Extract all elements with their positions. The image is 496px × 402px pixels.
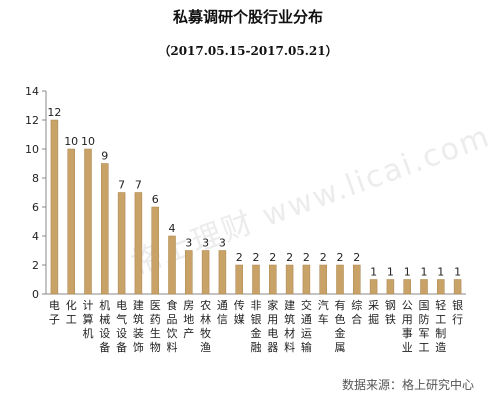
category-label: 通信 bbox=[217, 299, 228, 326]
category-label: 有色金属 bbox=[335, 298, 346, 354]
chart-title: 私募调研个股行业分布 bbox=[172, 8, 323, 26]
category-label: 公用事业 bbox=[402, 299, 413, 354]
bar bbox=[252, 264, 260, 295]
category-label: 非银金融 bbox=[251, 299, 262, 354]
data-label: 2 bbox=[320, 251, 327, 264]
category-label: 传媒 bbox=[234, 299, 245, 326]
category-label: 食品饮料 bbox=[167, 298, 178, 354]
bar bbox=[235, 264, 243, 295]
data-label: 7 bbox=[135, 179, 142, 192]
data-label: 7 bbox=[118, 179, 125, 192]
y-tick-label: 12 bbox=[25, 114, 39, 127]
data-label: 1 bbox=[454, 266, 461, 279]
bar bbox=[101, 163, 109, 295]
category-label: 综合 bbox=[351, 298, 362, 326]
data-label: 10 bbox=[81, 135, 95, 148]
category-label: 银行 bbox=[452, 298, 463, 326]
data-label: 4 bbox=[169, 222, 176, 235]
bar bbox=[117, 192, 126, 295]
bar bbox=[369, 279, 378, 295]
data-label: 2 bbox=[253, 251, 260, 264]
y-tick-label: 0 bbox=[32, 288, 39, 301]
bar bbox=[84, 148, 92, 295]
category-label: 钢铁 bbox=[385, 299, 396, 326]
data-label: 12 bbox=[47, 106, 61, 119]
category-label: 计算机 bbox=[83, 299, 94, 340]
bar bbox=[353, 264, 361, 295]
data-label: 10 bbox=[64, 135, 78, 148]
data-label: 1 bbox=[387, 266, 394, 279]
bar bbox=[50, 119, 59, 295]
data-label: 1 bbox=[437, 266, 444, 279]
data-label: 1 bbox=[370, 266, 377, 279]
bar bbox=[151, 206, 159, 295]
bar bbox=[185, 250, 193, 295]
bar bbox=[437, 279, 445, 295]
y-tick-label: 10 bbox=[25, 143, 39, 156]
bar bbox=[285, 264, 294, 295]
bar bbox=[218, 250, 227, 295]
category-label: 汽车 bbox=[318, 298, 329, 326]
bar bbox=[67, 148, 75, 295]
data-label: 1 bbox=[404, 266, 411, 279]
category-label: 采掘 bbox=[368, 299, 379, 326]
category-label: 机械设备 bbox=[99, 298, 110, 354]
category-label: 医药生物 bbox=[150, 299, 161, 354]
category-label: 家用电器 bbox=[267, 298, 278, 354]
bar bbox=[168, 235, 176, 295]
data-label: 2 bbox=[353, 251, 360, 264]
data-source: 数据来源：格上研究中心 bbox=[341, 378, 474, 392]
data-label: 3 bbox=[219, 237, 226, 250]
bar bbox=[134, 192, 143, 295]
data-label: 2 bbox=[286, 251, 293, 264]
bar bbox=[453, 279, 462, 295]
y-tick-label: 4 bbox=[32, 230, 39, 243]
category-label: 电子 bbox=[49, 299, 60, 326]
chart-subtitle: （2017.05.15-2017.05.21） bbox=[158, 44, 338, 58]
category-label: 电气设备 bbox=[116, 299, 127, 354]
bar bbox=[336, 264, 344, 295]
category-label: 建筑装饰 bbox=[133, 298, 144, 354]
category-label: 交通运输 bbox=[301, 298, 312, 354]
data-label: 1 bbox=[421, 266, 428, 279]
category-label: 国防军工 bbox=[419, 299, 430, 354]
category-label: 房地产 bbox=[183, 299, 194, 340]
bar bbox=[403, 279, 411, 295]
data-label: 2 bbox=[303, 251, 310, 264]
y-tick-label: 8 bbox=[32, 172, 39, 185]
data-label: 2 bbox=[337, 251, 344, 264]
category-label: 化工 bbox=[66, 298, 77, 326]
data-label: 9 bbox=[101, 150, 108, 163]
data-label: 3 bbox=[202, 237, 209, 250]
y-tick-label: 6 bbox=[32, 201, 39, 214]
bar bbox=[201, 250, 210, 295]
bar bbox=[302, 264, 311, 295]
data-label: 6 bbox=[152, 193, 159, 206]
y-tick-label: 14 bbox=[25, 85, 39, 98]
data-label: 2 bbox=[236, 251, 243, 264]
bar bbox=[269, 264, 277, 295]
data-label: 3 bbox=[185, 237, 192, 250]
category-label: 建筑材料 bbox=[284, 298, 295, 354]
bar bbox=[319, 264, 327, 295]
category-label: 轻工制造 bbox=[435, 298, 446, 354]
y-tick-label: 2 bbox=[32, 259, 39, 272]
data-label: 2 bbox=[269, 251, 276, 264]
bar bbox=[386, 279, 395, 295]
category-label: 农林牧渔 bbox=[200, 298, 211, 354]
bar bbox=[420, 279, 428, 295]
